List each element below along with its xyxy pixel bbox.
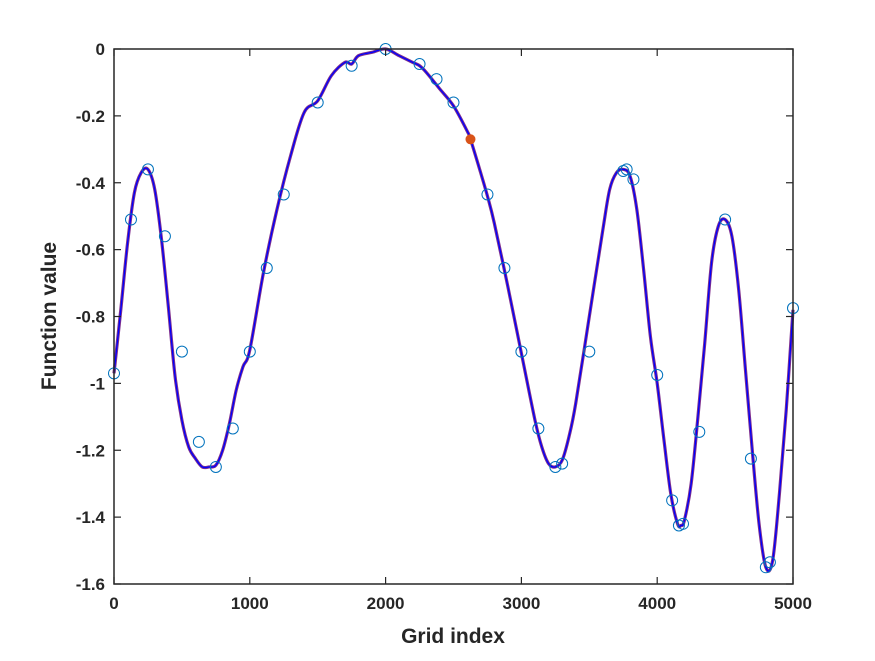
- x-tick-label: 5000: [774, 594, 812, 613]
- highlight-point: [465, 134, 476, 145]
- sample-marker: [430, 73, 443, 86]
- sample-marker: [556, 457, 569, 470]
- sample-marker: [243, 345, 256, 358]
- y-tick-label: -1.4: [76, 508, 106, 527]
- ticks-layer: 0 1000 2000 3000 4000 5000 0 -0.2 -0.4 -0.6 -0.8 -1…: [76, 40, 812, 613]
- y-tick-label: -1: [90, 374, 105, 393]
- y-tick-label: -0.8: [76, 308, 105, 327]
- sample-marker: [677, 517, 690, 530]
- sample-marker: [124, 213, 137, 226]
- sample-marker: [744, 452, 757, 465]
- sample-marker: [447, 96, 460, 109]
- y-axis-label: Function value: [38, 242, 61, 390]
- sample-marker: [277, 188, 290, 201]
- sample-marker: [532, 422, 545, 435]
- sample-marker: [158, 230, 171, 243]
- y-tick-label: -1.6: [76, 575, 105, 594]
- sample-marker: [651, 369, 664, 382]
- sample-marker: [627, 173, 640, 186]
- sample-marker: [549, 460, 562, 473]
- sample-marker: [666, 494, 679, 507]
- series-line-overlay-0: [113, 48, 794, 572]
- plot-area: [114, 49, 793, 584]
- sample-marker: [413, 58, 426, 71]
- y-tick-label: -1.2: [76, 441, 105, 460]
- y-tick-label: -0.6: [76, 241, 105, 260]
- sample-marker: [311, 96, 324, 109]
- sample-marker: [620, 163, 633, 176]
- x-tick-label: 0: [109, 594, 118, 613]
- sample-marker: [209, 460, 222, 473]
- sample-marker: [583, 345, 596, 358]
- x-tick-label: 4000: [638, 594, 676, 613]
- y-tick-label: 0: [96, 40, 105, 59]
- sample-marker: [175, 345, 188, 358]
- sample-marker: [260, 262, 273, 275]
- sample-marker: [345, 59, 358, 72]
- sample-marker: [226, 422, 239, 435]
- sample-marker: [498, 262, 511, 275]
- sample-marker: [192, 435, 205, 448]
- x-axis-label: Grid index: [401, 625, 505, 648]
- y-tick-label: -0.4: [76, 174, 106, 193]
- sample-marker: [763, 556, 776, 569]
- sample-marker: [719, 213, 732, 226]
- sample-marker: [693, 425, 706, 438]
- sample-marker: [515, 345, 528, 358]
- sample-marker: [481, 188, 494, 201]
- sample-marker: [141, 163, 154, 176]
- y-tick-label: -0.2: [76, 107, 105, 126]
- x-tick-label: 2000: [367, 594, 405, 613]
- x-tick-label: 3000: [502, 594, 540, 613]
- x-tick-label: 1000: [231, 594, 269, 613]
